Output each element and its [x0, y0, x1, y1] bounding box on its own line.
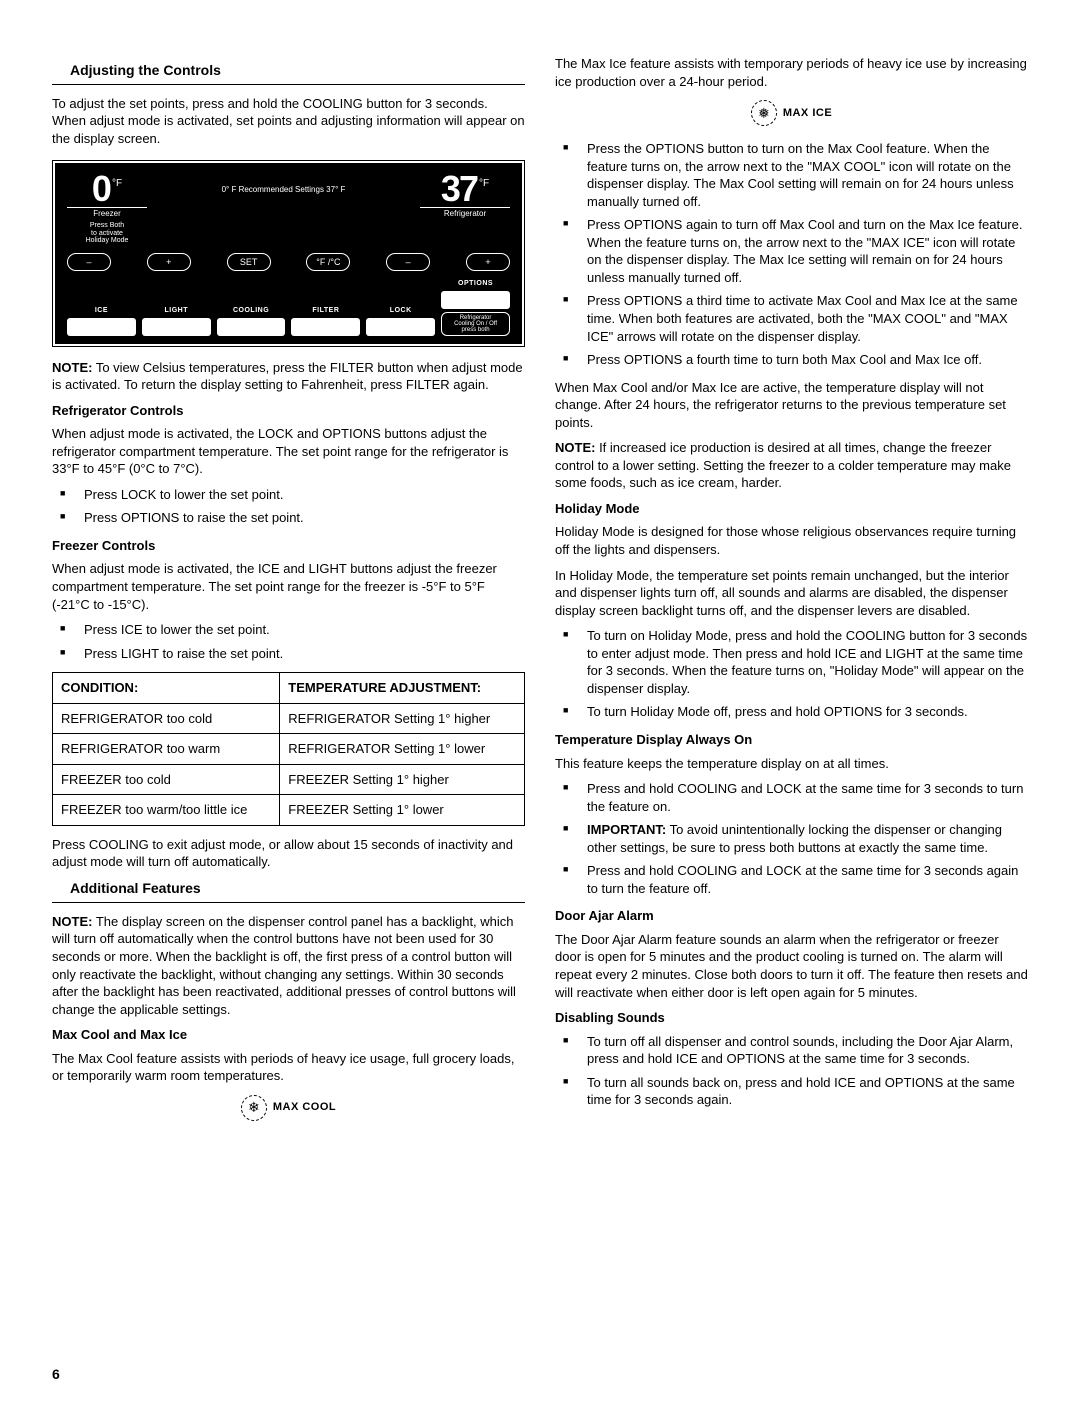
heading-door-ajar: Door Ajar Alarm — [555, 907, 1028, 925]
table-cell: FREEZER Setting 1° higher — [280, 764, 525, 795]
para-freezer-controls: When adjust mode is activated, the ICE a… — [52, 560, 525, 613]
table-cell: REFRIGERATOR Setting 1° lower — [280, 734, 525, 765]
control-panel-diagram: 0°F Freezer Press Both to activate Holid… — [52, 160, 525, 347]
li-options-1: Press the OPTIONS button to turn on the … — [583, 140, 1028, 210]
freezer-temp-unit: °F — [112, 177, 122, 191]
heading-freezer-controls: Freezer Controls — [52, 537, 525, 555]
li-ref-lock: Press LOCK to lower the set point. — [80, 486, 525, 504]
note-ice-production: NOTE: If increased ice production is des… — [555, 439, 1028, 492]
fridge-temp-value: 37 — [441, 173, 477, 205]
holiday-line3: Holiday Mode — [67, 237, 147, 245]
table-cell: REFRIGERATOR Setting 1° higher — [280, 703, 525, 734]
th-condition: CONDITION: — [53, 673, 280, 704]
th-adjustment: TEMPERATURE ADJUSTMENT: — [280, 673, 525, 704]
holiday-line1: Press Both — [67, 222, 147, 230]
li-frz-light: Press LIGHT to raise the set point. — [80, 645, 525, 663]
heading-maxcool-maxice: Max Cool and Max Ice — [52, 1026, 525, 1044]
ice-button — [67, 318, 136, 336]
freezer-label: Freezer — [67, 207, 147, 220]
para-holiday-1: Holiday Mode is designed for those whose… — [555, 523, 1028, 558]
lock-button — [366, 318, 435, 336]
para-after-24h: When Max Cool and/or Max Ice are active,… — [555, 379, 1028, 432]
heading-holiday-mode: Holiday Mode — [555, 500, 1028, 518]
li-sounds-off: To turn off all dispenser and control so… — [583, 1033, 1028, 1068]
note-celsius: NOTE: To view Celsius temperatures, pres… — [52, 359, 525, 394]
note-backlight: NOTE: The display screen on the dispense… — [52, 913, 525, 1018]
maxice-icon-row: ❅ MAX ICE — [751, 100, 832, 126]
page-number: 6 — [52, 1365, 1028, 1384]
li-sounds-on: To turn all sounds back on, press and ho… — [583, 1074, 1028, 1109]
maxcool-icon-row: ❄ MAX COOL — [241, 1095, 336, 1121]
li-options-2: Press OPTIONS again to turn off Max Cool… — [583, 216, 1028, 286]
li-tempon-on: Press and hold COOLING and LOCK at the s… — [583, 780, 1028, 815]
fridge-label: Refrigerator — [420, 207, 510, 220]
maxice-icon: ❅ — [751, 100, 777, 126]
refrigerator-cooling-note: Refrigerator Cooling On / Off press both — [441, 312, 510, 336]
li-options-3: Press OPTIONS a third time to activate M… — [583, 292, 1028, 345]
table-cell: FREEZER too warm/too little ice — [53, 795, 280, 826]
maxice-icon-label: MAX ICE — [783, 106, 832, 121]
para-refrigerator-controls: When adjust mode is activated, the LOCK … — [52, 425, 525, 478]
heading-refrigerator-controls: Refrigerator Controls — [52, 402, 525, 420]
heading-additional-features: Additional Features — [52, 879, 525, 903]
right-column: The Max Ice feature assists with tempora… — [555, 55, 1028, 1135]
para-maxcool: The Max Cool feature assists with period… — [52, 1050, 525, 1085]
li-tempon-important: IMPORTANT: To avoid unintentionally lock… — [583, 821, 1028, 856]
para-adjust-intro: To adjust the set points, press and hold… — [52, 95, 525, 148]
table-cell: FREEZER Setting 1° lower — [280, 795, 525, 826]
recommended-settings-text: 0° F Recommended Settings 37° F — [155, 173, 412, 196]
heading-temp-display-on: Temperature Display Always On — [555, 731, 1028, 749]
lock-label: LOCK — [366, 306, 435, 315]
options-label: OPTIONS — [441, 279, 510, 288]
cooling-button — [217, 318, 286, 336]
ice-label: ICE — [67, 306, 136, 315]
li-ref-options: Press OPTIONS to raise the set point. — [80, 509, 525, 527]
adjustment-table: CONDITION: TEMPERATURE ADJUSTMENT: REFRI… — [52, 672, 525, 826]
maxcool-icon-label: MAX COOL — [273, 1100, 336, 1115]
li-holiday-on: To turn on Holiday Mode, press and hold … — [583, 627, 1028, 697]
heading-disabling-sounds: Disabling Sounds — [555, 1009, 1028, 1027]
li-options-4: Press OPTIONS a fourth time to turn both… — [583, 351, 1028, 369]
filter-button — [291, 318, 360, 336]
heading-adjusting-controls: Adjusting the Controls — [52, 61, 525, 85]
maxcool-icon: ❄ — [241, 1095, 267, 1121]
fc-button: °F /°C — [306, 253, 350, 271]
left-column: Adjusting the Controls To adjust the set… — [52, 55, 525, 1135]
para-maxice-intro: The Max Ice feature assists with tempora… — [555, 55, 1028, 90]
filter-label: FILTER — [291, 306, 360, 315]
minus-button-right: – — [386, 253, 430, 271]
li-holiday-off: To turn Holiday Mode off, press and hold… — [583, 703, 1028, 721]
para-exit-adjust: Press COOLING to exit adjust mode, or al… — [52, 836, 525, 871]
table-cell: REFRIGERATOR too cold — [53, 703, 280, 734]
table-cell: FREEZER too cold — [53, 764, 280, 795]
set-button: SET — [227, 253, 271, 271]
li-tempon-off: Press and hold COOLING and LOCK at the s… — [583, 862, 1028, 897]
freezer-temp-value: 0 — [92, 173, 110, 205]
light-button — [142, 318, 211, 336]
table-cell: REFRIGERATOR too warm — [53, 734, 280, 765]
plus-button-right: + — [466, 253, 510, 271]
plus-button-left: + — [147, 253, 191, 271]
options-button — [441, 291, 510, 309]
light-label: LIGHT — [142, 306, 211, 315]
holiday-line2: to activate — [67, 230, 147, 238]
li-frz-ice: Press ICE to lower the set point. — [80, 621, 525, 639]
fridge-temp-unit: °F — [479, 177, 489, 191]
para-door-ajar: The Door Ajar Alarm feature sounds an al… — [555, 931, 1028, 1001]
para-temp-display-on: This feature keeps the temperature displ… — [555, 755, 1028, 773]
minus-button-left: – — [67, 253, 111, 271]
cooling-label: COOLING — [217, 306, 286, 315]
para-holiday-2: In Holiday Mode, the temperature set poi… — [555, 567, 1028, 620]
